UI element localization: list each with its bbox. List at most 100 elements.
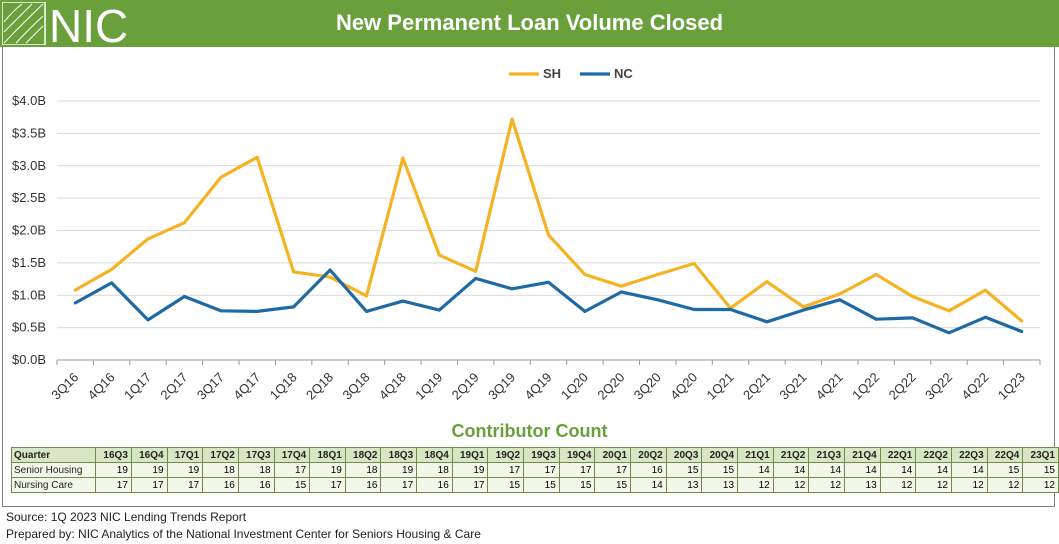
x-tick-label: 4Q17 (230, 370, 263, 403)
quarter-label: 21Q2 (772, 447, 810, 463)
x-tick-label: 1Q22 (849, 370, 882, 403)
quarter-label: 16Q4 (130, 447, 168, 463)
count-cell: 14 (844, 462, 881, 478)
count-cell: 19 (130, 462, 168, 478)
count-cell: 12 (915, 477, 952, 493)
count-cell: 18 (344, 462, 382, 478)
contributor-count-title: Contributor Count (451, 421, 608, 441)
quarter-label: 20Q3 (665, 447, 703, 463)
count-cell: 19 (309, 462, 346, 478)
quarter-label: 22Q2 (915, 447, 952, 463)
data-point-nc (328, 268, 332, 272)
count-cell: 17 (451, 477, 489, 493)
data-point-sh (838, 292, 842, 296)
data-point-sh (765, 280, 769, 284)
count-cell: 17 (523, 462, 560, 478)
count-cell: 16 (202, 477, 239, 493)
series-line-sh (74, 117, 1023, 323)
y-tick-label: $0.0B (12, 352, 46, 367)
data-point-nc (874, 317, 878, 321)
data-point-nc (801, 308, 805, 312)
y-tick-label: $3.0B (12, 158, 46, 173)
data-point-nc (983, 315, 987, 319)
data-point-nc (729, 307, 733, 311)
y-tick-label: $1.5B (12, 255, 46, 270)
count-cell: 19 (451, 462, 489, 478)
count-cell: 14 (772, 462, 810, 478)
quarter-label: 19Q3 (523, 447, 560, 463)
data-point-sh (619, 284, 623, 288)
data-point-nc (146, 318, 150, 322)
x-tick-label: 4Q18 (376, 370, 409, 403)
x-tick-label: 3Q19 (485, 370, 518, 403)
series-line-nc (74, 268, 1023, 335)
x-tick-label: 3Q22 (922, 370, 955, 403)
data-point-sh (692, 262, 696, 266)
data-point-nc (219, 309, 223, 313)
data-point-sh (401, 156, 405, 160)
count-cell: 19 (380, 462, 418, 478)
quarter-label: 22Q4 (986, 447, 1024, 463)
count-cell: 14 (879, 462, 917, 478)
data-point-nc (947, 331, 951, 335)
table-row: Senior Housing 19 19 19 18 18 17 19 18 19 18 19 17 17… (10, 462, 1059, 478)
data-point-sh (983, 288, 987, 292)
x-tick-label: 3Q17 (194, 370, 227, 403)
data-point-nc (765, 320, 769, 324)
count-cell: 17 (309, 477, 346, 493)
count-cell: 16 (344, 477, 382, 493)
header-banner: NIC New Permanent Loan Volume Closed (0, 0, 1059, 47)
legend-label-sh: SH (543, 66, 561, 81)
x-tick-label: 2Q19 (449, 370, 482, 403)
y-tick-label: $2.5B (12, 190, 46, 205)
x-tick-label: 4Q16 (85, 370, 118, 403)
count-cell: 15 (273, 477, 311, 493)
quarter-label: 17Q4 (273, 447, 311, 463)
count-cell: 14 (737, 462, 774, 478)
count-cell: 17 (558, 462, 596, 478)
count-cell: 15 (986, 462, 1024, 478)
count-cell: 15 (523, 477, 560, 493)
x-tick-label: 1Q20 (558, 370, 591, 403)
data-point-sh (547, 233, 550, 237)
x-tick-label: 4Q22 (958, 370, 991, 403)
data-point-sh (437, 253, 441, 257)
quarter-label: 17Q2 (202, 447, 239, 463)
quarter-label: 21Q4 (844, 447, 881, 463)
data-point-sh (364, 294, 368, 298)
quarter-label: 22Q3 (950, 447, 988, 463)
row-label: Senior Housing (10, 462, 97, 478)
x-tick-label: 1Q19 (412, 370, 445, 403)
count-cell: 12 (879, 477, 917, 493)
count-cell: 13 (701, 477, 739, 493)
data-point-nc (656, 298, 660, 302)
source-note: Source: 1Q 2023 NIC Lending Trends Repor… (6, 510, 247, 524)
y-tick-label: $0.5B (12, 320, 46, 335)
count-cell: 18 (202, 462, 239, 478)
x-tick-label: 4Q19 (522, 370, 555, 403)
data-point-sh (328, 275, 332, 279)
count-cell: 12 (808, 477, 846, 493)
logo-text: NIC (49, 2, 128, 45)
count-cell: 15 (1022, 462, 1059, 478)
count-cell: 17 (380, 477, 418, 493)
data-point-sh (911, 295, 915, 299)
quarter-label: 17Q3 (237, 447, 275, 463)
count-cell: 19 (95, 462, 132, 478)
quarter-label: 18Q4 (416, 447, 453, 463)
data-point-nc (110, 281, 114, 285)
data-point-sh (656, 273, 660, 277)
quarter-label: 21Q3 (808, 447, 846, 463)
data-point-nc (1020, 330, 1024, 334)
x-tick-label: 2Q18 (303, 370, 336, 403)
quarter-label: 19Q2 (487, 447, 525, 463)
legend-label-nc: NC (614, 66, 633, 81)
chart-frame (2, 47, 1055, 507)
quarter-label: 19Q4 (558, 447, 596, 463)
data-point-nc (401, 299, 405, 303)
data-point-nc (292, 305, 296, 309)
count-cell: 12 (950, 477, 988, 493)
count-cell: 18 (416, 462, 453, 478)
count-cell: 14 (915, 462, 952, 478)
quarter-label: 20Q2 (630, 447, 667, 463)
